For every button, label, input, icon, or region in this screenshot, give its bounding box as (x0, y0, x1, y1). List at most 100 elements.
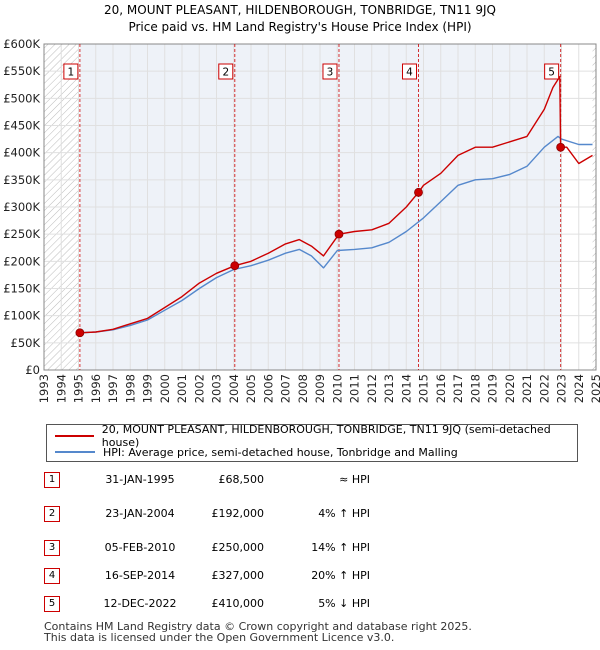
plot-frame (43, 43, 597, 371)
sale-hpi-relation: 4% ↑ HPI (318, 507, 370, 520)
sale-price: £327,000 (211, 569, 265, 582)
x-tick-label: 1993 (37, 374, 51, 403)
sale-date: 05-FEB-2010 (104, 541, 176, 554)
footer-copyright: Contains HM Land Registry data © Crown c… (44, 620, 472, 633)
y-tick-label: £50K (11, 336, 41, 350)
sale-row: 2 23-JAN-2004 £192,000 4% ↑ HPI (0, 506, 600, 528)
footer: Contains HM Land Registry data © Crown c… (44, 621, 472, 643)
sale-row: 3 05-FEB-2010 £250,000 14% ↑ HPI (0, 540, 600, 562)
x-tick-label: 2005 (244, 374, 258, 403)
sale-label-box (63, 63, 79, 80)
x-tick-label: 2014 (399, 374, 413, 403)
sale-label-box (544, 63, 560, 80)
x-tick-label: 2002 (192, 374, 206, 403)
y-tick-label: £100K (3, 309, 40, 323)
x-tick-label: 2008 (296, 374, 310, 403)
sale-number-badge: 1 (44, 472, 60, 488)
x-tick-label: 2025 (589, 374, 600, 403)
sale-row: 1 31-JAN-1995 £68,500 ≈ HPI (0, 472, 600, 494)
y-tick-label: £250K (3, 227, 40, 241)
sale-row: 5 12-DEC-2022 £410,000 5% ↓ HPI (0, 596, 600, 618)
sale-point (75, 328, 85, 338)
x-tick-label: 2020 (503, 374, 517, 403)
sale-date: 31-JAN-1995 (105, 473, 175, 486)
chart-title-line1: 20, MOUNT PLEASANT, HILDENBOROUGH, TONBR… (104, 3, 496, 17)
sale-number-badge: 5 (44, 596, 60, 612)
y-tick-label: £450K (3, 119, 40, 133)
legend-swatch-hpi (55, 451, 95, 453)
x-tick-label: 2010 (330, 374, 344, 403)
x-tick-label: 1999 (141, 374, 155, 403)
sale-label-number: 4 (406, 67, 413, 79)
sale-hpi-relation: 5% ↓ HPI (318, 597, 370, 610)
legend-label-price: 20, MOUNT PLEASANT, HILDENBOROUGH, TONBR… (101, 423, 551, 449)
x-tick-label: 1994 (54, 374, 68, 403)
legend-item-price: 20, MOUNT PLEASANT, HILDENBOROUGH, TONBR… (55, 423, 577, 449)
y-tick-label: £400K (3, 146, 40, 160)
sale-label-number: 1 (68, 67, 75, 79)
x-tick-label: 2006 (261, 374, 275, 403)
sale-hpi-relation: 14% ↑ HPI (311, 541, 370, 554)
sale-label-number: 3 (327, 67, 334, 79)
x-tick-label: 1997 (106, 374, 120, 403)
sale-point (556, 142, 566, 152)
x-tick-label: 2001 (175, 374, 189, 403)
price-series-line (79, 75, 593, 334)
legend: 20, MOUNT PLEASANT, HILDENBOROUGH, TONBR… (46, 423, 578, 462)
sale-price: £410,000 (211, 597, 265, 610)
sale-date: 12-DEC-2022 (103, 597, 177, 610)
x-tick-label: 2003 (210, 374, 224, 403)
price-chart: £0 £50K £100K £150K £200K £250K £300K £350K £400… (3, 37, 600, 403)
legend-item-hpi: HPI: Average price, semi-detached house,… (55, 444, 458, 460)
y-tick-label: £300K (3, 200, 40, 214)
sale-row: 4 16-SEP-2014 £327,000 20% ↑ HPI (0, 568, 600, 590)
sale-price: £250,000 (211, 541, 265, 554)
sale-label-box (401, 63, 417, 80)
y-tick-label: £0 (25, 363, 40, 377)
sale-hpi-relation: 20% ↑ HPI (311, 569, 370, 582)
sale-price: £68,500 (218, 473, 265, 486)
y-tick-label: £200K (3, 254, 40, 268)
sale-price: £192,000 (211, 507, 265, 520)
sale-date: 16-SEP-2014 (104, 569, 176, 582)
y-tick-label: £550K (3, 64, 40, 78)
x-tick-label: 2021 (520, 374, 534, 403)
x-tick-label: 2015 (417, 374, 431, 403)
sale-number-badge: 2 (44, 506, 60, 522)
x-tick-label: 2007 (279, 374, 293, 403)
sale-label-number: 5 (548, 67, 555, 79)
legend-swatch-price (55, 435, 94, 437)
sale-hpi-relation: ≈ HPI (339, 473, 370, 486)
x-tick-label: 2000 (158, 374, 172, 403)
x-tick-label: 2022 (537, 374, 551, 403)
hpi-series-line (78, 135, 593, 334)
x-tick-label: 2016 (434, 374, 448, 403)
x-tick-label: 2013 (382, 374, 396, 403)
x-tick-label: 2023 (555, 374, 569, 403)
x-tick-label: 1998 (123, 374, 137, 403)
sale-label-box (218, 63, 234, 80)
sale-number-badge: 3 (44, 540, 60, 556)
x-tick-label: 2019 (486, 374, 500, 403)
sale-label-box (322, 63, 338, 80)
x-tick-label: 2004 (227, 374, 241, 403)
sale-point (414, 187, 423, 197)
x-tick-label: 2009 (313, 374, 327, 403)
sale-date: 23-JAN-2004 (105, 507, 175, 520)
y-tick-label: £150K (3, 282, 40, 296)
sale-point (230, 261, 240, 271)
x-tick-label: 2011 (348, 374, 362, 403)
chart-title-line2: Price paid vs. HM Land Registry's House … (128, 20, 472, 34)
sale-point (334, 229, 344, 239)
x-tick-label: 2024 (572, 374, 586, 403)
y-tick-label: £600K (3, 37, 40, 51)
legend-label-hpi: HPI: Average price, semi-detached house,… (103, 445, 458, 459)
sale-number-badge: 4 (44, 568, 60, 584)
x-tick-label: 1996 (89, 374, 103, 403)
footer-licence: This data is licensed under the Open Gov… (44, 631, 395, 644)
sale-label-number: 2 (222, 67, 229, 79)
x-tick-label: 2017 (451, 374, 465, 403)
x-tick-label: 1995 (72, 374, 86, 403)
y-tick-label: £350K (3, 173, 40, 187)
y-tick-label: £500K (3, 91, 40, 105)
